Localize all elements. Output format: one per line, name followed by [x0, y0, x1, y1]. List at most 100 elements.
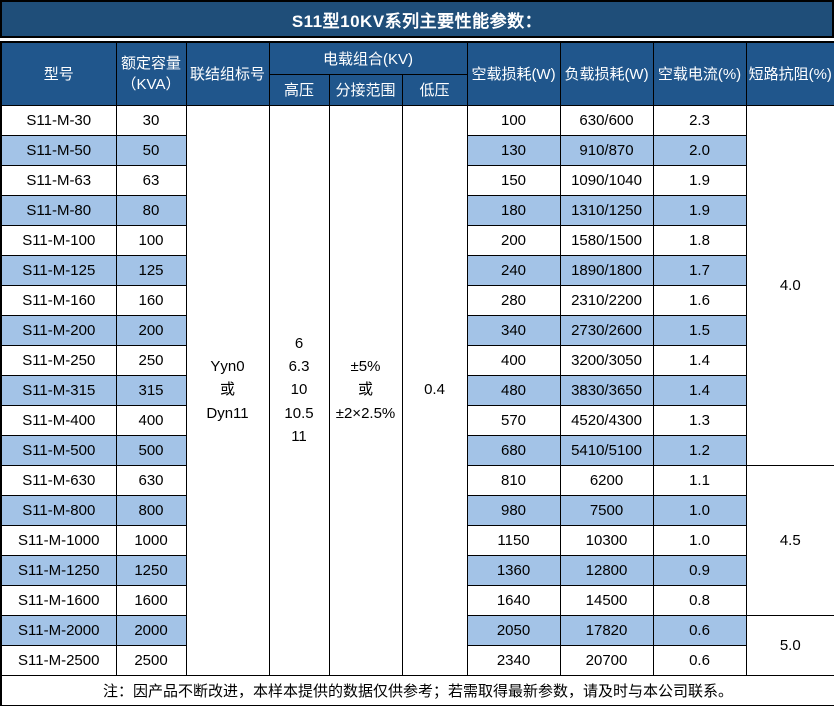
- note: 注：因产品不断改进，本样本提供的数据仅供参考；若需取得最新参数，请及时与本公司联…: [0, 674, 834, 706]
- load-loss-cell: 3200/3050: [559, 344, 654, 376]
- load-loss-cell: 1090/1040: [559, 164, 654, 196]
- table-row: S11-M-1250 1250 1360 12800 0.9: [0, 554, 834, 586]
- model-cell: S11-M-2000: [0, 614, 117, 646]
- header-no-load-loss: 空载损耗(W): [466, 41, 561, 106]
- model-cell: S11-M-2500: [0, 644, 117, 676]
- connection-cell: Yyn0 或 Dyn11: [185, 104, 270, 676]
- capacity-cell: 1000: [115, 524, 187, 556]
- model-cell: S11-M-63: [0, 164, 117, 196]
- no-load-loss-cell: 130: [466, 134, 561, 166]
- capacity-cell: 1600: [115, 584, 187, 616]
- no-load-current-cell: 1.6: [652, 284, 747, 316]
- no-load-loss-cell: 280: [466, 284, 561, 316]
- no-load-loss-cell: 480: [466, 374, 561, 406]
- table-row: S11-M-630 630 810 6200 1.1 4.5: [0, 464, 834, 616]
- no-load-current-cell: 2.0: [652, 134, 747, 166]
- model-cell: S11-M-50: [0, 134, 117, 166]
- no-load-loss-cell: 2050: [466, 614, 561, 646]
- table-row: S11-M-2000 2000 2050 17820 0.6 5.0: [0, 614, 834, 676]
- header-lv: 低压: [401, 73, 468, 106]
- capacity-cell: 315: [115, 374, 187, 406]
- header-row-1: 型号 额定容量 （KVA） 联结组标号 电载组合(KV) 空载损耗(W) 负载损…: [0, 41, 834, 106]
- table-header: 型号 额定容量 （KVA） 联结组标号 电载组合(KV) 空载损耗(W) 负载损…: [0, 41, 834, 106]
- no-load-current-cell: 0.8: [652, 584, 747, 616]
- capacity-cell: 2000: [115, 614, 187, 646]
- model-cell: S11-M-500: [0, 434, 117, 466]
- no-load-loss-cell: 570: [466, 404, 561, 436]
- capacity-cell: 200: [115, 314, 187, 346]
- load-loss-cell: 17820: [559, 614, 654, 646]
- no-load-current-cell: 1.3: [652, 404, 747, 436]
- capacity-cell: 800: [115, 494, 187, 526]
- impedance-cell: 4.0: [745, 104, 834, 466]
- load-loss-cell: 5410/5100: [559, 434, 654, 466]
- table-row: S11-M-315 315 480 3830/3650 1.4: [0, 374, 834, 406]
- table-row: S11-M-2500 2500 2340 20700 0.6: [0, 644, 834, 676]
- model-cell: S11-M-800: [0, 494, 117, 526]
- no-load-loss-cell: 2340: [466, 644, 561, 676]
- header-model: 型号: [0, 41, 117, 106]
- hv-cell: 6 6.3 10 10.5 11: [268, 104, 330, 676]
- header-row-2: 高压 分接范围 低压: [1, 73, 834, 106]
- capacity-cell: 100: [115, 224, 187, 256]
- load-loss-cell: 2730/2600: [559, 314, 654, 346]
- no-load-loss-cell: 1360: [466, 554, 561, 586]
- no-load-loss-cell: 180: [466, 194, 561, 226]
- no-load-loss-cell: 810: [466, 464, 561, 496]
- table-row: S11-M-80 80 180 1310/1250 1.9: [0, 194, 834, 226]
- capacity-cell: 125: [115, 254, 187, 286]
- spec-table: 型号 额定容量 （KVA） 联结组标号 电载组合(KV) 空载损耗(W) 负载损…: [0, 41, 834, 706]
- model-cell: S11-M-400: [0, 404, 117, 436]
- no-load-loss-cell: 980: [466, 494, 561, 526]
- table-row: S11-M-500 500 680 5410/5100 1.2: [0, 434, 834, 466]
- no-load-current-cell: 1.7: [652, 254, 747, 286]
- model-cell: S11-M-630: [0, 464, 117, 496]
- model-cell: S11-M-1000: [0, 524, 117, 556]
- capacity-cell: 160: [115, 284, 187, 316]
- model-cell: S11-M-100: [0, 224, 117, 256]
- header-voltage-group: 电载组合(KV): [268, 41, 468, 75]
- header-connection: 联结组标号: [185, 41, 270, 106]
- load-loss-cell: 3830/3650: [559, 374, 654, 406]
- tap-range-cell: ±5% 或 ±2×2.5%: [328, 104, 403, 676]
- no-load-current-cell: 1.2: [652, 434, 747, 466]
- impedance-cell: 4.5: [745, 464, 834, 616]
- no-load-current-cell: 0.9: [652, 554, 747, 586]
- table-row: S11-M-30 30 Yyn0 或 Dyn11 6 6.3 10 10.5 11 ±5…: [0, 104, 834, 676]
- no-load-loss-cell: 240: [466, 254, 561, 286]
- table-row: S11-M-200 200 340 2730/2600 1.5: [0, 314, 834, 346]
- no-load-current-cell: 1.5: [652, 314, 747, 346]
- no-load-loss-cell: 400: [466, 344, 561, 376]
- table-row: S11-M-125 125 240 1890/1800 1.7: [0, 254, 834, 286]
- load-loss-cell: 2310/2200: [559, 284, 654, 316]
- capacity-cell: 630: [115, 464, 187, 496]
- load-loss-cell: 630/600: [559, 104, 654, 136]
- capacity-cell: 2500: [115, 644, 187, 676]
- model-cell: S11-M-80: [0, 194, 117, 226]
- capacity-cell: 400: [115, 404, 187, 436]
- header-impedance: 短路抗阻(%): [745, 41, 834, 106]
- load-loss-cell: 14500: [559, 584, 654, 616]
- model-cell: S11-M-315: [0, 374, 117, 406]
- model-cell: S11-M-1250: [0, 554, 117, 586]
- table-footer: 注：因产品不断改进，本样本提供的数据仅供参考；若需取得最新参数，请及时与本公司联…: [0, 674, 834, 706]
- model-cell: S11-M-30: [0, 104, 117, 136]
- no-load-loss-cell: 1150: [466, 524, 561, 556]
- load-loss-cell: 1310/1250: [559, 194, 654, 226]
- model-cell: S11-M-200: [0, 314, 117, 346]
- table-row: S11-M-160 160 280 2310/2200 1.6: [0, 284, 834, 316]
- no-load-current-cell: 1.0: [652, 494, 747, 526]
- model-cell: S11-M-160: [0, 284, 117, 316]
- load-loss-cell: 10300: [559, 524, 654, 556]
- load-loss-cell: 20700: [559, 644, 654, 676]
- no-load-loss-cell: 680: [466, 434, 561, 466]
- no-load-current-cell: 0.6: [652, 644, 747, 676]
- load-loss-cell: 1580/1500: [559, 224, 654, 256]
- capacity-cell: 80: [115, 194, 187, 226]
- impedance-cell: 5.0: [745, 614, 834, 676]
- capacity-cell: 63: [115, 164, 187, 196]
- no-load-current-cell: 1.9: [652, 164, 747, 196]
- no-load-current-cell: 1.4: [652, 374, 747, 406]
- load-loss-cell: 1890/1800: [559, 254, 654, 286]
- model-cell: S11-M-1600: [0, 584, 117, 616]
